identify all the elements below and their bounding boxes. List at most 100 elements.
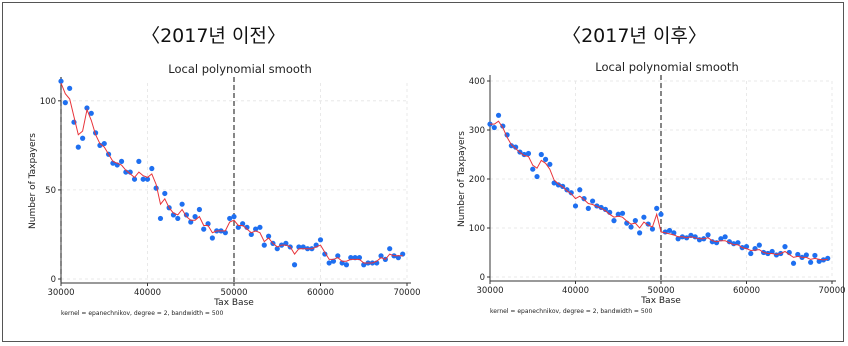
y-tick-label: 400 <box>469 77 485 87</box>
data-point <box>136 158 142 164</box>
data-point <box>718 236 724 242</box>
chart-after-2017: 0 100 200 300 400 30000 40000 50000 60000 70000 Lo… <box>457 60 846 315</box>
data-point <box>192 214 198 220</box>
y-axis-label: Number of Taxpayers <box>457 131 467 227</box>
x-tick-label: 30000 <box>476 286 503 296</box>
chart-before-2017: 0 50 100 30000 40000 50000 60000 70000 Local pol… <box>28 62 421 317</box>
data-point <box>632 218 638 224</box>
data-point <box>231 214 237 220</box>
data-point <box>261 242 267 248</box>
x-tick-label: 70000 <box>818 286 845 296</box>
kernel-note: kernel = epanechnikov, degree = 2, bandw… <box>61 310 223 317</box>
data-point <box>666 227 673 234</box>
y-tick-label: 200 <box>469 175 485 185</box>
data-point <box>628 224 634 230</box>
data-point <box>162 190 168 197</box>
data-point <box>495 112 502 118</box>
data-point <box>534 173 540 180</box>
y-tick-label: 0 <box>480 273 485 283</box>
data-point <box>149 165 155 172</box>
x-tick-label: 40000 <box>134 288 161 298</box>
data-point <box>525 150 532 157</box>
data-point <box>157 215 164 222</box>
data-point <box>825 255 831 261</box>
data-point <box>722 234 728 240</box>
data-point <box>144 176 151 182</box>
y-axis-label: Number of Taxpayers <box>28 133 38 229</box>
data-point <box>209 235 215 241</box>
data-point <box>196 206 202 213</box>
data-point <box>326 260 332 266</box>
data-point <box>658 211 664 217</box>
data-point <box>84 105 90 111</box>
y-tick-label: 0 <box>51 275 56 285</box>
data-point <box>248 231 254 238</box>
data-point <box>555 182 561 188</box>
data-point <box>795 251 801 258</box>
data-point <box>335 253 341 259</box>
chart-title: Local polynomial smooth <box>168 62 311 76</box>
data-point <box>291 262 298 268</box>
data-point <box>101 140 107 147</box>
data-point <box>581 196 587 202</box>
data-point <box>803 252 809 258</box>
y-tick-label: 100 <box>40 97 56 107</box>
x-axis-label: Tax Base <box>213 298 254 308</box>
data-point <box>67 85 73 91</box>
data-point <box>602 206 609 212</box>
data-point <box>782 244 788 250</box>
data-point <box>577 187 583 193</box>
y-tick-label: 50 <box>45 186 56 196</box>
data-point <box>530 166 536 172</box>
panel-before-2017: 〈2017년 이전〉 0 50 100 30000 40000 50000 60000 700… <box>3 3 424 343</box>
data-point <box>266 233 272 239</box>
data-point <box>790 260 797 266</box>
data-point <box>140 176 146 182</box>
data-point <box>387 246 393 252</box>
data-point <box>343 262 350 268</box>
data-point <box>585 205 591 211</box>
data-point <box>274 246 280 252</box>
data-point <box>538 151 544 158</box>
data-point <box>615 211 621 217</box>
data-point <box>619 210 626 216</box>
data-point <box>808 259 814 265</box>
data-point <box>317 237 324 243</box>
data-point <box>547 161 553 167</box>
data-point <box>257 224 263 230</box>
data-point <box>131 176 138 182</box>
data-point <box>513 144 519 150</box>
data-point <box>508 143 514 149</box>
data-point <box>201 226 207 232</box>
data-point <box>542 156 549 162</box>
data-point <box>175 215 181 222</box>
panel-after-2017: 〈2017년 이후〉 0 100 200 300 400 30000 40000 50000 6… <box>424 3 846 343</box>
data-point <box>491 124 497 131</box>
data-point <box>812 252 818 259</box>
data-point <box>118 158 125 164</box>
data-point <box>654 205 660 211</box>
data-point <box>227 215 233 222</box>
x-tick-label: 30000 <box>47 288 74 298</box>
data-point <box>62 100 68 106</box>
x-tick-label: 70000 <box>393 288 420 298</box>
x-axis-label: Tax Base <box>640 296 681 306</box>
y-tick-label: 300 <box>469 126 485 136</box>
data-point <box>80 135 86 141</box>
data-point <box>769 248 775 255</box>
panel-title: 〈2017년 이전〉 <box>141 25 286 47</box>
data-point <box>641 214 647 220</box>
x-tick-label: 60000 <box>307 288 334 298</box>
data-point <box>735 240 741 246</box>
kernel-note: kernel = epanechnikov, degree = 2, bandw… <box>490 308 652 315</box>
data-point <box>564 187 570 193</box>
x-tick-label: 60000 <box>733 286 760 296</box>
data-point <box>235 224 241 230</box>
x-tick-label: 50000 <box>220 288 247 298</box>
data-point <box>395 255 401 261</box>
data-point <box>572 203 579 209</box>
data-point <box>590 198 596 204</box>
chart-title: Local polynomial smooth <box>595 60 738 74</box>
x-tick-label: 40000 <box>562 286 589 296</box>
